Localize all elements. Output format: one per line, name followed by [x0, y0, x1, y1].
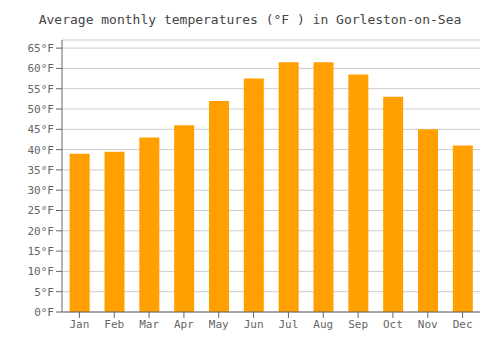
svg-text:50°F: 50°F: [28, 103, 55, 116]
svg-text:Dec: Dec: [453, 318, 473, 331]
svg-text:0°F: 0°F: [34, 306, 54, 319]
svg-text:15°F: 15°F: [28, 245, 55, 258]
svg-text:65°F: 65°F: [28, 42, 55, 55]
svg-text:Apr: Apr: [174, 318, 194, 331]
svg-text:Jan: Jan: [69, 318, 89, 331]
svg-text:Sep: Sep: [348, 318, 368, 331]
svg-text:Jun: Jun: [244, 318, 264, 331]
svg-text:Nov: Nov: [418, 318, 438, 331]
svg-text:45°F: 45°F: [28, 123, 55, 136]
svg-text:5°F: 5°F: [34, 286, 54, 299]
svg-text:25°F: 25°F: [28, 204, 55, 217]
svg-text:Aug: Aug: [313, 318, 333, 331]
svg-text:10°F: 10°F: [28, 265, 55, 278]
svg-text:60°F: 60°F: [28, 62, 55, 75]
svg-text:Oct: Oct: [383, 318, 403, 331]
svg-text:Feb: Feb: [104, 318, 124, 331]
svg-text:40°F: 40°F: [28, 144, 55, 157]
svg-text:20°F: 20°F: [28, 225, 55, 238]
svg-text:30°F: 30°F: [28, 184, 55, 197]
html-text:Average monthly temperatures (: Average monthly temperatures (°F ) in Go…: [38, 12, 462, 27]
svg-text:Mar: Mar: [139, 318, 159, 331]
svg-text:35°F: 35°F: [28, 164, 55, 177]
svg-text:May: May: [209, 318, 229, 331]
svg-text:55°F: 55°F: [28, 83, 55, 96]
svg-text:Jul: Jul: [278, 318, 298, 331]
